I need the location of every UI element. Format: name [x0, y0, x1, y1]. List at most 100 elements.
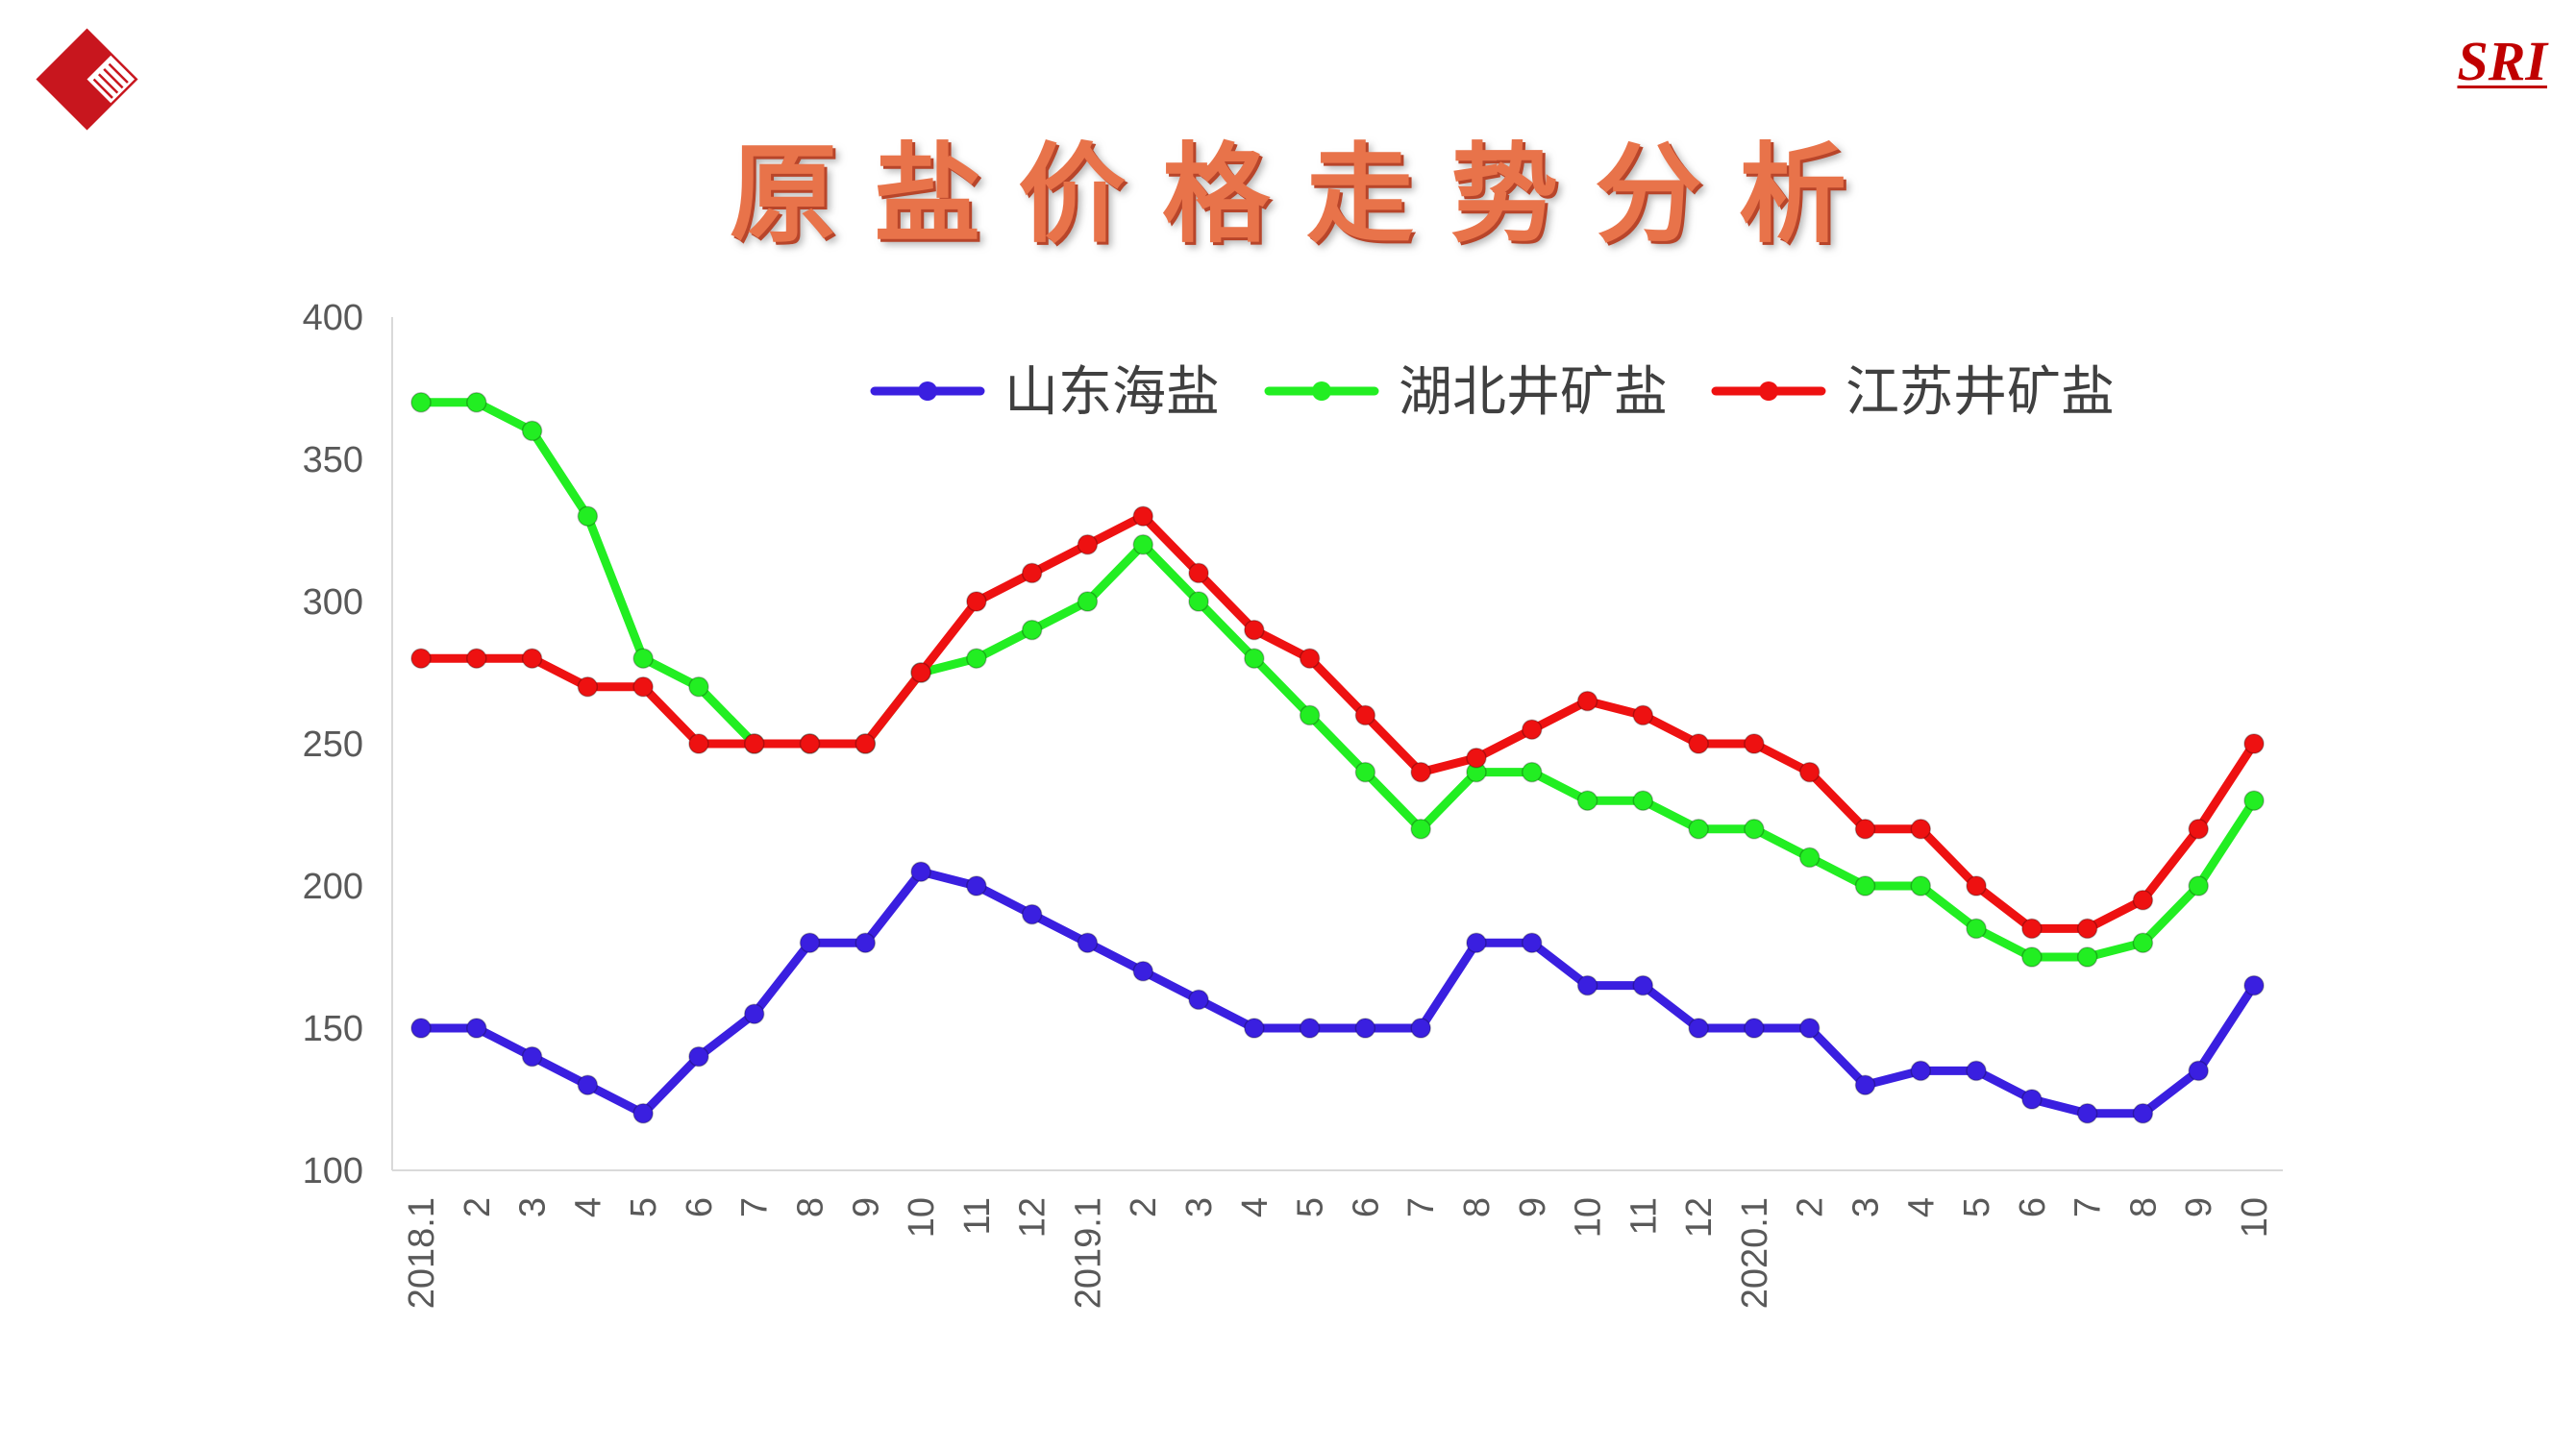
- page-title: 原盐价格走势分析: [730, 133, 1883, 258]
- x-tick-label: 7: [2068, 1197, 2109, 1217]
- x-tick-label: 8: [1457, 1197, 1498, 1217]
- data-point: [966, 648, 987, 669]
- legend-item-3: 江苏井矿盐: [1711, 361, 2115, 424]
- data-point: [1188, 989, 1209, 1011]
- x-tick-label: 4: [1901, 1197, 1942, 1217]
- data-point: [1410, 761, 1431, 783]
- data-point: [1522, 932, 1543, 953]
- x-tick-label: 11: [957, 1197, 998, 1235]
- data-point: [1522, 719, 1543, 740]
- x-tick-label: 12: [1013, 1197, 1053, 1238]
- x-tick-label: 2: [458, 1197, 498, 1217]
- legend-swatch-marker: [1759, 381, 1778, 401]
- x-tick-label: 10: [902, 1197, 942, 1238]
- legend-label: 湖北井矿盐: [1399, 361, 1668, 424]
- legend-label: 山东海盐: [1004, 361, 1220, 424]
- x-tick-label: 6: [2013, 1197, 2053, 1217]
- data-point: [1966, 918, 1987, 940]
- data-point: [466, 648, 487, 669]
- y-tick-label: 200: [303, 867, 363, 907]
- data-point: [1244, 619, 1265, 641]
- data-point: [1632, 704, 1654, 726]
- series-line: [416, 511, 2259, 933]
- series-line: [416, 867, 2259, 1118]
- data-point: [2076, 946, 2098, 968]
- data-point: [966, 875, 987, 896]
- x-tick-label: 7: [1401, 1197, 1442, 1217]
- data-point: [1410, 1018, 1431, 1039]
- data-point: [1021, 619, 1043, 641]
- data-point: [577, 1074, 599, 1095]
- series-3: [410, 505, 2265, 940]
- data-point: [688, 733, 709, 754]
- data-point: [521, 420, 543, 442]
- data-point: [2243, 790, 2265, 811]
- data-point: [1354, 704, 1376, 726]
- legend-label: 江苏井矿盐: [1845, 361, 2115, 424]
- brand-mark: SRI: [2457, 30, 2547, 92]
- x-tick-label: 8: [791, 1197, 831, 1217]
- data-point: [1522, 761, 1543, 783]
- data-point: [1077, 591, 1099, 612]
- data-point: [1910, 1060, 1932, 1082]
- data-point: [743, 1003, 765, 1024]
- data-point: [688, 1045, 709, 1068]
- data-point: [2188, 819, 2209, 840]
- data-point: [1576, 974, 1598, 996]
- data-point: [2132, 932, 2154, 953]
- data-point: [1854, 1074, 1876, 1095]
- data-point: [2132, 1103, 2154, 1124]
- data-point: [2076, 1103, 2098, 1124]
- x-tick-label: 3: [513, 1197, 554, 1217]
- x-tick-label: 2: [1124, 1197, 1164, 1217]
- x-tick-label: 5: [624, 1197, 664, 1217]
- data-point: [1744, 733, 1765, 754]
- data-point: [577, 505, 599, 527]
- data-point: [1576, 690, 1598, 712]
- data-point: [1354, 1018, 1376, 1039]
- data-point: [466, 1018, 487, 1039]
- data-point: [688, 676, 709, 698]
- data-point: [1466, 932, 1487, 953]
- data-point: [521, 648, 543, 669]
- series-line: [416, 398, 2259, 962]
- data-point: [1410, 819, 1431, 840]
- x-tick-label: 10: [2235, 1197, 2275, 1238]
- data-point: [1910, 875, 1932, 896]
- data-point: [1632, 790, 1654, 811]
- x-tick-label: 7: [735, 1197, 776, 1217]
- data-point: [1132, 961, 1153, 982]
- data-point: [2188, 1060, 2209, 1082]
- data-point: [1354, 761, 1376, 783]
- x-tick-label: 10: [1569, 1197, 1609, 1238]
- x-tick-label: 2019.1: [1068, 1197, 1108, 1309]
- x-tick-label: 9: [1513, 1197, 1553, 1217]
- data-point: [1854, 875, 1876, 896]
- x-tick-label: 3: [1845, 1197, 1886, 1217]
- legend-item-1: 山东海盐: [870, 361, 1220, 424]
- data-point: [466, 392, 487, 413]
- data-point: [1854, 819, 1876, 840]
- data-point: [1244, 1018, 1265, 1039]
- data-point: [2021, 1089, 2043, 1110]
- data-point: [1688, 1018, 1709, 1039]
- y-tick-label: 250: [303, 724, 363, 765]
- data-point: [632, 1103, 654, 1124]
- data-point: [910, 861, 931, 882]
- data-point: [1798, 847, 1821, 869]
- data-point: [1798, 1018, 1821, 1039]
- data-point: [2076, 918, 2098, 940]
- data-point: [1132, 534, 1153, 555]
- data-point: [966, 591, 987, 612]
- data-point: [855, 932, 877, 953]
- data-point: [2132, 890, 2154, 911]
- data-point: [1466, 748, 1487, 769]
- series-2: [410, 392, 2265, 968]
- data-point: [1132, 505, 1153, 527]
- data-point: [1688, 819, 1709, 840]
- data-point: [521, 1045, 543, 1068]
- data-point: [855, 733, 877, 754]
- data-point: [799, 733, 821, 754]
- data-point: [1021, 903, 1043, 925]
